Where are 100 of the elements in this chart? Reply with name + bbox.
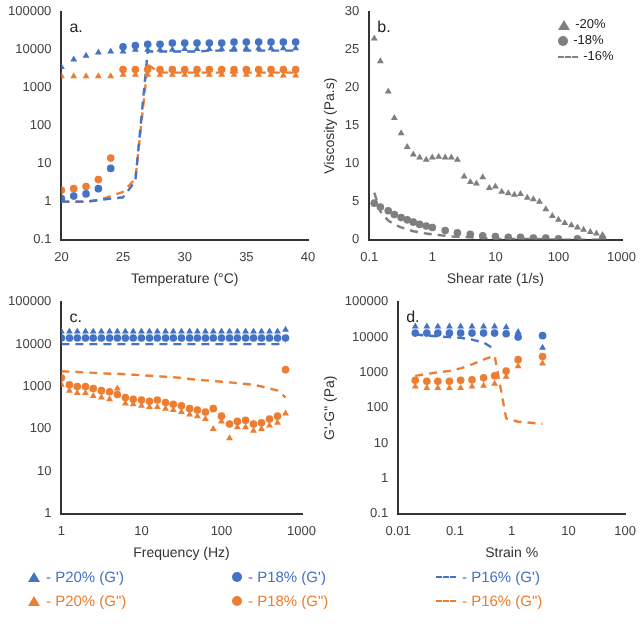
point bbox=[242, 423, 250, 430]
point bbox=[567, 221, 575, 228]
point bbox=[161, 398, 170, 407]
point bbox=[281, 334, 290, 342]
point bbox=[69, 184, 78, 193]
point bbox=[143, 65, 152, 74]
point bbox=[241, 416, 250, 425]
point bbox=[490, 329, 499, 337]
point bbox=[73, 334, 82, 342]
point bbox=[129, 395, 138, 404]
point bbox=[447, 153, 455, 160]
point bbox=[177, 402, 186, 410]
point bbox=[480, 381, 488, 388]
point bbox=[279, 44, 287, 51]
point bbox=[89, 334, 98, 342]
point bbox=[70, 72, 78, 79]
point bbox=[121, 393, 130, 402]
point bbox=[177, 408, 185, 415]
point bbox=[428, 223, 437, 232]
point bbox=[485, 183, 493, 190]
point bbox=[106, 154, 115, 162]
point bbox=[441, 153, 449, 160]
point bbox=[82, 389, 89, 396]
point bbox=[225, 334, 234, 342]
annotation: d. bbox=[406, 307, 420, 326]
point bbox=[106, 395, 114, 402]
point bbox=[428, 153, 436, 160]
point bbox=[397, 129, 405, 136]
point bbox=[460, 172, 468, 179]
point bbox=[403, 216, 412, 224]
point bbox=[254, 65, 263, 74]
point bbox=[180, 39, 189, 47]
point bbox=[273, 412, 282, 420]
point bbox=[105, 388, 114, 396]
point bbox=[257, 334, 266, 342]
point bbox=[242, 44, 250, 51]
point bbox=[434, 329, 442, 337]
point bbox=[156, 40, 164, 49]
point bbox=[113, 334, 122, 342]
annotation: a. bbox=[69, 17, 83, 36]
point bbox=[156, 65, 164, 74]
point bbox=[193, 412, 201, 419]
point bbox=[384, 206, 393, 215]
point bbox=[390, 210, 399, 219]
point bbox=[230, 38, 238, 46]
point bbox=[249, 420, 258, 428]
point bbox=[445, 384, 453, 391]
point bbox=[504, 189, 512, 196]
point bbox=[411, 329, 420, 337]
point bbox=[97, 334, 106, 342]
point bbox=[209, 404, 218, 413]
point bbox=[209, 424, 217, 431]
point bbox=[490, 372, 499, 380]
point bbox=[153, 334, 162, 342]
point bbox=[145, 334, 154, 342]
point bbox=[254, 38, 263, 46]
point bbox=[145, 397, 154, 406]
point bbox=[82, 182, 90, 191]
point bbox=[177, 334, 186, 342]
point bbox=[209, 334, 218, 342]
point bbox=[370, 199, 379, 207]
point bbox=[267, 38, 275, 46]
point bbox=[456, 376, 465, 385]
point bbox=[266, 421, 273, 428]
point bbox=[73, 389, 81, 396]
point bbox=[514, 362, 522, 369]
point bbox=[403, 142, 411, 149]
point bbox=[281, 365, 290, 374]
annotation: c. bbox=[69, 307, 82, 326]
point bbox=[390, 114, 398, 121]
point bbox=[185, 334, 194, 342]
point bbox=[514, 355, 522, 364]
point bbox=[397, 213, 405, 222]
point bbox=[514, 333, 522, 341]
point bbox=[267, 65, 275, 74]
point bbox=[434, 377, 442, 386]
point bbox=[265, 415, 274, 423]
point bbox=[580, 225, 588, 232]
point bbox=[282, 325, 289, 332]
point bbox=[137, 334, 146, 342]
point bbox=[81, 382, 90, 391]
point bbox=[131, 65, 140, 74]
point bbox=[205, 39, 214, 47]
point bbox=[291, 65, 300, 74]
point bbox=[292, 44, 300, 51]
point bbox=[479, 374, 488, 382]
point bbox=[453, 155, 461, 162]
point bbox=[409, 150, 417, 157]
point bbox=[423, 384, 431, 391]
point bbox=[384, 87, 392, 94]
point bbox=[502, 367, 510, 375]
point bbox=[542, 205, 550, 212]
point bbox=[107, 47, 115, 54]
point bbox=[65, 334, 74, 342]
point bbox=[168, 65, 177, 74]
point bbox=[217, 334, 226, 342]
point bbox=[249, 334, 258, 342]
point bbox=[502, 323, 510, 330]
point bbox=[517, 190, 524, 197]
point bbox=[279, 38, 288, 46]
